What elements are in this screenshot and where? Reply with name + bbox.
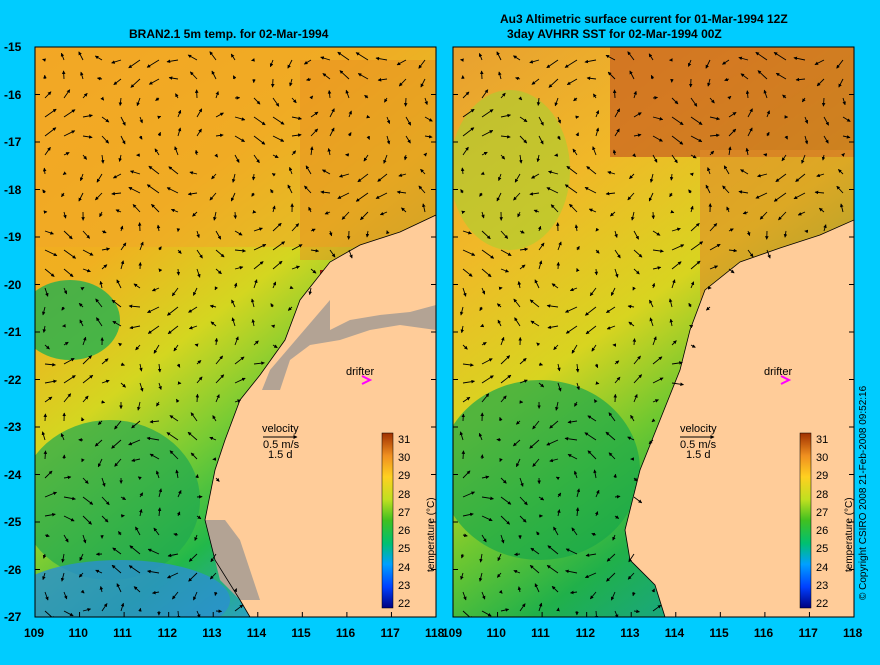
lon-tick-label: 109 bbox=[442, 626, 462, 640]
lon-tick-label: 115 bbox=[709, 626, 728, 640]
right-title-line1: Au3 Altimetric surface current for 01-Ma… bbox=[500, 12, 788, 26]
colorbar-tick-label: 28 bbox=[398, 489, 410, 501]
left-map-panel bbox=[10, 47, 436, 640]
current-vector bbox=[596, 269, 597, 275]
cool-patch-left-2 bbox=[20, 420, 200, 580]
lat-tick-label: -27 bbox=[4, 610, 21, 624]
current-vector bbox=[690, 325, 691, 326]
colorbar-right bbox=[800, 433, 811, 608]
lat-tick-label: -23 bbox=[4, 420, 21, 434]
cool-patch-right bbox=[440, 380, 640, 560]
lat-tick-label: -21 bbox=[4, 325, 21, 339]
lon-tick-label: 111 bbox=[531, 626, 550, 640]
colorbar-tick-label: 24 bbox=[816, 562, 828, 574]
colorbar-tick-label: 31 bbox=[816, 434, 828, 446]
current-vector bbox=[823, 98, 824, 106]
lat-tick-label: -15 bbox=[4, 40, 21, 54]
lon-tick-label: 117 bbox=[798, 626, 817, 640]
current-vector bbox=[83, 287, 84, 288]
current-vector bbox=[653, 97, 658, 98]
colorbar-tick-label: 25 bbox=[398, 543, 410, 555]
lon-tick-label: 114 bbox=[247, 626, 266, 640]
lon-tick-label: 114 bbox=[665, 626, 684, 640]
current-vector bbox=[555, 155, 558, 156]
lat-tick-label: -19 bbox=[4, 230, 21, 244]
colorbar-tick-label: 28 bbox=[816, 489, 828, 501]
lat-tick-label: -24 bbox=[4, 468, 21, 482]
lat-tick-label: -22 bbox=[4, 373, 21, 387]
current-vector bbox=[614, 90, 615, 98]
lat-tick-label: -17 bbox=[4, 135, 21, 149]
current-vector bbox=[252, 60, 254, 61]
lat-tick-label: -20 bbox=[4, 278, 21, 292]
colorbar-tick-label: 22 bbox=[398, 598, 410, 610]
right-map-panel bbox=[440, 47, 854, 619]
current-vector bbox=[672, 212, 674, 213]
colorbar-tick-label: 23 bbox=[816, 580, 828, 592]
current-vector bbox=[235, 212, 236, 219]
lon-tick-label: 112 bbox=[158, 626, 177, 640]
current-vector bbox=[197, 475, 198, 478]
colorbar-tick-label: 26 bbox=[398, 525, 410, 537]
current-vector bbox=[159, 116, 161, 117]
colorbar-tick-label: 29 bbox=[816, 470, 828, 482]
current-vector bbox=[463, 451, 464, 459]
colorbar-left bbox=[382, 433, 393, 608]
colorbar-tick-label: 25 bbox=[816, 543, 828, 555]
lat-tick-label: -18 bbox=[4, 183, 21, 197]
colorbar-tick-label: 26 bbox=[816, 525, 828, 537]
lon-tick-label: 110 bbox=[69, 626, 88, 640]
current-vector bbox=[102, 402, 105, 403]
lon-tick-label: 115 bbox=[291, 626, 310, 640]
lat-tick-label: -26 bbox=[4, 563, 21, 577]
current-vector bbox=[558, 608, 559, 611]
copyright-notice: © Copyright CSIRO 2008 21-Feb-2008 09:52… bbox=[858, 386, 869, 600]
colorbar-label-right: temperature (°C) bbox=[844, 497, 855, 572]
right-title-line2: 3day AVHRR SST for 02-Mar-1994 00Z bbox=[507, 27, 722, 41]
velocity-label-right: velocity bbox=[680, 423, 717, 435]
current-vector bbox=[615, 474, 616, 478]
current-vector bbox=[63, 174, 64, 175]
colorbar-tick-label: 31 bbox=[398, 434, 410, 446]
lon-tick-label: 112 bbox=[576, 626, 595, 640]
lon-tick-label: 118 bbox=[843, 626, 862, 640]
colorbar-tick-label: 30 bbox=[398, 452, 410, 464]
drifter-label-right: drifter bbox=[764, 366, 792, 378]
lon-tick-label: 109 bbox=[24, 626, 44, 640]
lon-tick-label: 116 bbox=[336, 626, 355, 640]
lat-tick-label: -16 bbox=[4, 88, 21, 102]
current-vector bbox=[497, 439, 501, 440]
current-vector bbox=[634, 339, 635, 345]
colorbar-tick-label: 29 bbox=[398, 470, 410, 482]
velocity-days-right: 1.5 d bbox=[686, 449, 710, 461]
current-vector bbox=[197, 394, 198, 402]
velocity-label-left: velocity bbox=[262, 423, 299, 435]
colorbar-tick-label: 27 bbox=[816, 507, 828, 519]
current-vector bbox=[45, 451, 46, 459]
current-vector bbox=[596, 383, 599, 384]
drifter-label-left: drifter bbox=[346, 366, 374, 378]
lon-tick-label: 113 bbox=[202, 626, 221, 640]
lon-tick-label: 113 bbox=[620, 626, 639, 640]
colorbar-tick-label: 24 bbox=[398, 562, 410, 574]
colorbar-tick-label: 27 bbox=[398, 507, 410, 519]
velocity-days-left: 1.5 d bbox=[268, 449, 292, 461]
colorbar-tick-label: 30 bbox=[816, 452, 828, 464]
lon-tick-label: 110 bbox=[487, 626, 506, 640]
lon-tick-label: 111 bbox=[113, 626, 132, 640]
left-title: BRAN2.1 5m temp. for 02-Mar-1994 bbox=[129, 27, 328, 41]
colorbar-tick-label: 23 bbox=[398, 580, 410, 592]
lat-tick-label: -25 bbox=[4, 515, 21, 529]
colorbar-tick-label: 22 bbox=[816, 598, 828, 610]
colorbar-label-left: temperature (°C) bbox=[426, 497, 437, 572]
lon-tick-label: 116 bbox=[754, 626, 773, 640]
lon-tick-label: 117 bbox=[380, 626, 399, 640]
current-vector bbox=[481, 326, 482, 327]
